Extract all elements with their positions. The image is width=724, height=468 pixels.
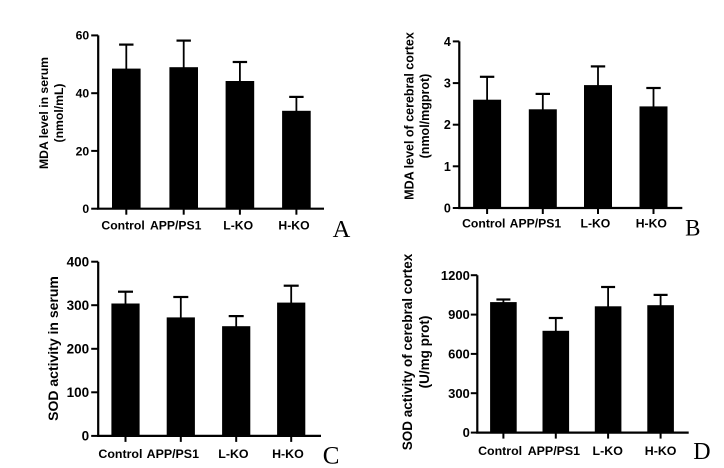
svg-text:B: B bbox=[685, 215, 700, 240]
svg-text:0: 0 bbox=[444, 201, 451, 215]
svg-text:4: 4 bbox=[444, 35, 451, 49]
svg-text:600: 600 bbox=[448, 347, 470, 362]
svg-text:400: 400 bbox=[67, 255, 90, 270]
svg-text:40: 40 bbox=[76, 87, 90, 101]
svg-text:MDA level of cerebral cortex: MDA level of cerebral cortex bbox=[403, 32, 417, 200]
svg-text:L-KO: L-KO bbox=[223, 219, 253, 233]
svg-text:C: C bbox=[323, 443, 340, 468]
svg-text:H-KO: H-KO bbox=[636, 217, 667, 231]
svg-text:1: 1 bbox=[444, 160, 451, 174]
svg-text:Control: Control bbox=[462, 217, 505, 231]
svg-text:APP/PS1: APP/PS1 bbox=[528, 444, 580, 458]
svg-text:0: 0 bbox=[463, 425, 470, 440]
svg-text:3: 3 bbox=[444, 77, 451, 91]
svg-text:L-KO: L-KO bbox=[593, 444, 624, 458]
svg-text:L-KO: L-KO bbox=[218, 447, 249, 461]
svg-text:APP/PS1: APP/PS1 bbox=[510, 217, 562, 231]
svg-text:0: 0 bbox=[82, 429, 90, 444]
svg-text:Control: Control bbox=[101, 219, 144, 233]
svg-text:(nmol/mL): (nmol/mL) bbox=[52, 84, 66, 143]
svg-text:(U/mg prot): (U/mg prot) bbox=[417, 316, 432, 389]
svg-text:H-KO: H-KO bbox=[272, 447, 304, 461]
svg-text:2: 2 bbox=[444, 118, 451, 132]
svg-text:300: 300 bbox=[448, 386, 470, 401]
svg-text:APP/PS1: APP/PS1 bbox=[147, 447, 199, 461]
svg-text:SOD activity of cerebral corte: SOD activity of cerebral cortex bbox=[400, 253, 415, 450]
svg-text:100: 100 bbox=[67, 385, 90, 400]
svg-text:MDA level in serum: MDA level in serum bbox=[37, 57, 51, 169]
svg-text:L-KO: L-KO bbox=[581, 217, 611, 231]
svg-text:A: A bbox=[333, 216, 351, 243]
svg-text:H-KO: H-KO bbox=[278, 219, 309, 233]
svg-text:300: 300 bbox=[67, 298, 90, 313]
svg-text:20: 20 bbox=[76, 144, 90, 158]
svg-text:Control: Control bbox=[98, 447, 142, 461]
svg-text:Control: Control bbox=[478, 444, 522, 458]
svg-text:60: 60 bbox=[76, 29, 90, 43]
svg-text:(nmol/mgprot): (nmol/mgprot) bbox=[418, 74, 432, 159]
svg-text:1200: 1200 bbox=[441, 268, 470, 283]
svg-text:SOD activity in serum: SOD activity in serum bbox=[45, 276, 61, 421]
svg-text:200: 200 bbox=[67, 342, 90, 357]
svg-text:APP/PS1: APP/PS1 bbox=[150, 219, 202, 233]
svg-text:D: D bbox=[693, 439, 710, 465]
svg-text:0: 0 bbox=[82, 202, 89, 216]
svg-text:H-KO: H-KO bbox=[645, 444, 677, 458]
svg-text:900: 900 bbox=[448, 307, 470, 322]
